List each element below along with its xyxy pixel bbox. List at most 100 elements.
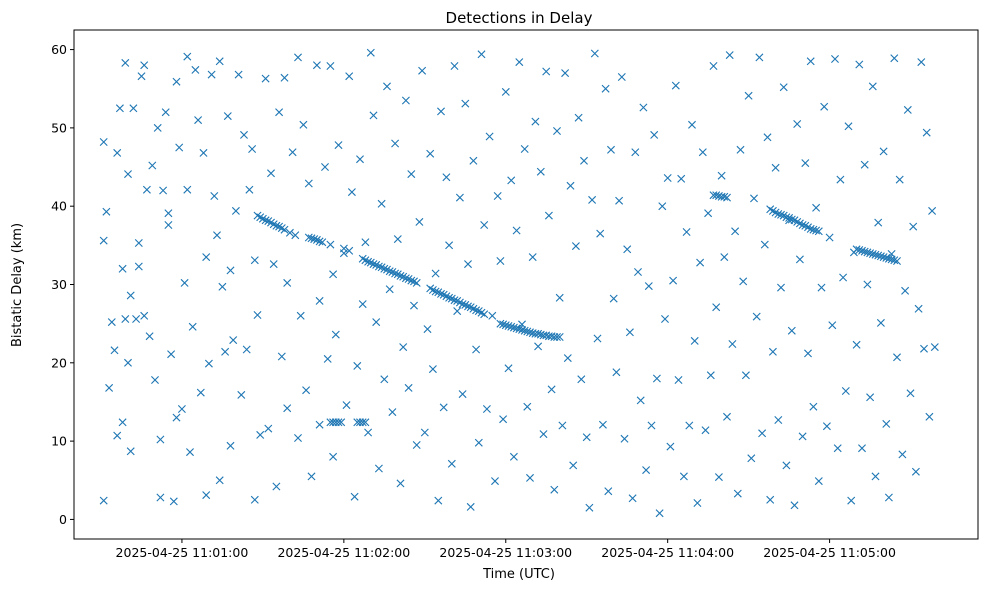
data-point bbox=[210, 192, 219, 200]
data-point bbox=[777, 283, 785, 292]
data-point bbox=[267, 169, 275, 178]
data-point bbox=[164, 209, 173, 218]
data-point bbox=[191, 65, 200, 74]
data-point bbox=[741, 371, 750, 380]
data-point bbox=[404, 383, 413, 392]
data-point bbox=[342, 401, 351, 410]
data-point bbox=[272, 221, 281, 230]
data-point bbox=[795, 255, 804, 264]
data-point bbox=[361, 238, 370, 247]
data-point bbox=[917, 58, 926, 67]
data-point bbox=[528, 253, 537, 262]
data-point bbox=[234, 70, 243, 79]
data-point bbox=[509, 323, 518, 332]
data-point bbox=[172, 77, 181, 86]
y-axis-label: Bistatic Delay (km) bbox=[10, 223, 25, 347]
data-point bbox=[871, 472, 880, 481]
data-point bbox=[126, 291, 135, 300]
data-point bbox=[294, 53, 302, 62]
data-point bbox=[558, 421, 567, 430]
data-point bbox=[229, 336, 238, 345]
data-point bbox=[574, 113, 583, 122]
data-point bbox=[601, 84, 610, 93]
data-point bbox=[280, 73, 289, 82]
data-point bbox=[547, 385, 556, 394]
data-point bbox=[124, 170, 132, 179]
data-point bbox=[288, 148, 297, 157]
data-point bbox=[353, 361, 362, 370]
data-point bbox=[814, 477, 823, 486]
data-point bbox=[704, 209, 713, 218]
data-point bbox=[866, 249, 875, 258]
data-point bbox=[526, 473, 534, 482]
data-point bbox=[655, 509, 664, 518]
data-point bbox=[126, 447, 135, 456]
data-point bbox=[337, 418, 346, 427]
data-point bbox=[161, 108, 170, 117]
data-point bbox=[472, 306, 481, 315]
data-point bbox=[852, 245, 861, 254]
data-point bbox=[485, 132, 494, 141]
data-point bbox=[685, 421, 694, 430]
y-tick-label: 10 bbox=[51, 434, 67, 449]
data-point bbox=[728, 340, 737, 348]
data-point bbox=[617, 73, 626, 81]
x-tick-label: 2025-04-25 11:01:00 bbox=[116, 545, 249, 560]
data-point bbox=[903, 105, 912, 114]
data-point bbox=[364, 257, 373, 266]
data-point bbox=[358, 418, 367, 427]
data-point bbox=[669, 276, 678, 285]
data-point bbox=[855, 246, 864, 254]
data-point bbox=[858, 444, 866, 453]
data-point bbox=[221, 347, 230, 356]
data-point bbox=[604, 487, 613, 496]
data-point bbox=[928, 206, 937, 215]
data-point bbox=[890, 54, 899, 63]
data-point bbox=[140, 61, 149, 70]
data-point bbox=[884, 254, 893, 263]
data-point bbox=[477, 50, 486, 59]
data-point bbox=[283, 404, 292, 413]
data-point bbox=[142, 185, 151, 194]
data-point bbox=[99, 496, 108, 505]
data-point bbox=[504, 364, 513, 373]
x-axis-label: Time (UTC) bbox=[482, 567, 555, 582]
data-point bbox=[787, 326, 796, 335]
data-point bbox=[415, 217, 424, 226]
data-point bbox=[345, 246, 354, 255]
data-point bbox=[407, 170, 416, 179]
data-point bbox=[231, 206, 240, 215]
data-point bbox=[714, 473, 723, 482]
data-point bbox=[817, 283, 826, 292]
data-point bbox=[774, 210, 783, 218]
data-point bbox=[407, 276, 416, 285]
data-point bbox=[401, 96, 410, 105]
data-point bbox=[847, 496, 856, 505]
data-point bbox=[580, 156, 588, 165]
data-point bbox=[431, 269, 440, 278]
y-tick-label: 50 bbox=[51, 120, 67, 135]
data-point bbox=[442, 173, 451, 182]
data-point bbox=[887, 255, 896, 264]
data-point bbox=[582, 433, 591, 442]
data-point bbox=[347, 188, 356, 197]
data-point bbox=[779, 83, 788, 92]
data-point bbox=[555, 293, 564, 302]
data-point bbox=[307, 472, 316, 481]
data-point bbox=[458, 300, 467, 309]
data-point bbox=[874, 218, 883, 227]
data-point bbox=[107, 318, 116, 327]
data-point bbox=[509, 452, 518, 461]
data-point bbox=[812, 226, 821, 235]
data-point bbox=[356, 155, 364, 164]
data-point bbox=[493, 192, 502, 200]
data-point bbox=[358, 300, 367, 309]
data-point bbox=[334, 418, 343, 427]
data-point bbox=[925, 412, 934, 421]
data-point bbox=[615, 196, 624, 205]
data-point bbox=[736, 145, 745, 154]
data-point bbox=[709, 62, 718, 70]
data-point bbox=[250, 495, 259, 504]
data-point bbox=[294, 434, 302, 442]
data-point bbox=[482, 405, 491, 413]
